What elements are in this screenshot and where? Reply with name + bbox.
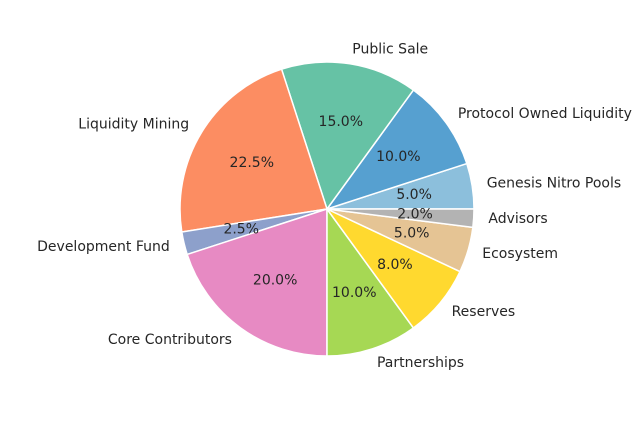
slice-label-development-fund: Development Fund (37, 239, 170, 255)
slice-label-public-sale: Public Sale (352, 41, 428, 57)
pct-label-development-fund: 2.5% (223, 222, 259, 238)
slice-label-reserves: Reserves (452, 304, 516, 320)
pct-label-liquidity-mining: 22.5% (230, 155, 274, 171)
pct-label-genesis-nitro-pools: 5.0% (396, 187, 432, 203)
pct-label-advisors: 2.0% (397, 207, 433, 223)
slice-label-advisors: Advisors (488, 211, 547, 227)
pie-slice-protocol-owned-liquidity (326, 89, 468, 210)
pct-label-ecosystem: 5.0% (394, 226, 430, 242)
pct-label-reserves: 8.0% (377, 257, 413, 273)
slices-layer (179, 61, 475, 357)
pct-label-partnerships: 10.0% (332, 285, 376, 301)
pct-label-protocol-owned-liquidity: 10.0% (376, 149, 420, 165)
slice-label-core-contributors: Core Contributors (108, 332, 232, 348)
pct-label-core-contributors: 20.0% (253, 272, 297, 288)
slice-label-protocol-owned-liquidity: Protocol Owned Liquidity (458, 106, 632, 122)
labels-layer: 5.0% Genesis Nitro Pools 10.0% Protocol Own… (37, 41, 632, 371)
pie-slice-core-contributors (186, 208, 328, 357)
pie-slice-public-sale (280, 61, 415, 210)
slice-label-liquidity-mining: Liquidity Mining (78, 117, 189, 133)
slice-label-partnerships: Partnerships (377, 355, 464, 371)
pie-slice-advisors (326, 208, 475, 229)
pie-slice-partnerships (326, 208, 415, 357)
slice-label-ecosystem: Ecosystem (482, 246, 558, 262)
slice-label-genesis-nitro-pools: Genesis Nitro Pools (487, 176, 621, 192)
pct-label-public-sale: 15.0% (319, 114, 363, 130)
pie-slice-liquidity-mining (179, 68, 328, 233)
